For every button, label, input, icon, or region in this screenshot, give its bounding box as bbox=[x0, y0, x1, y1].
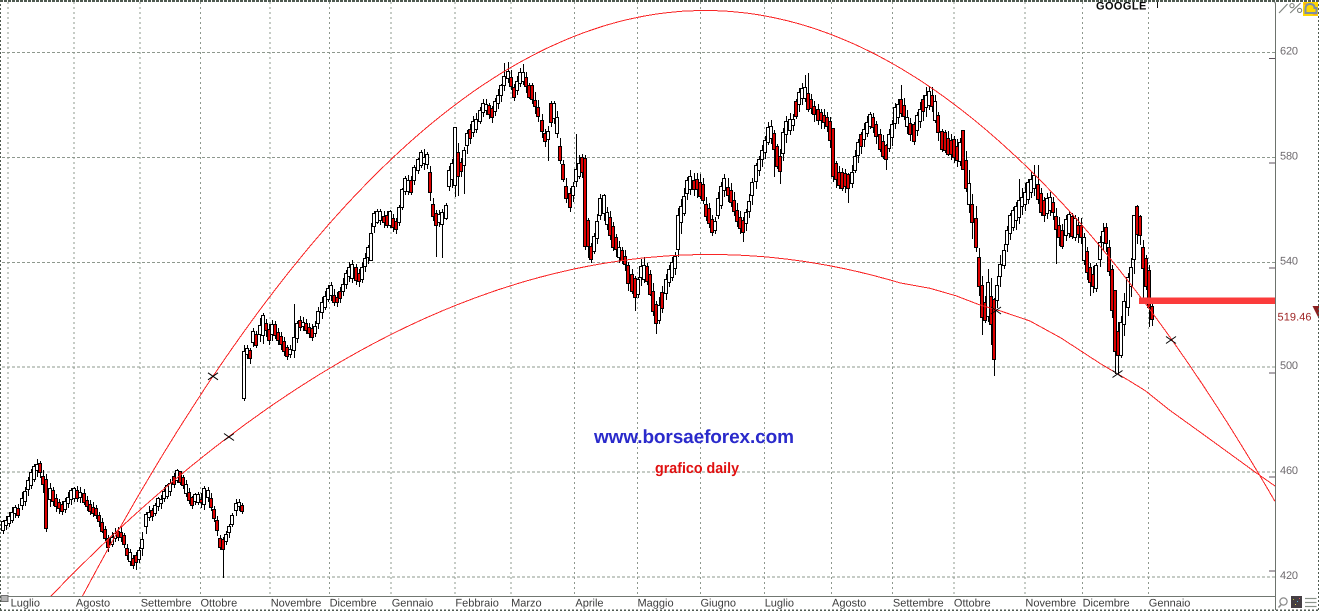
svg-text:Agosto: Agosto bbox=[76, 598, 110, 610]
svg-text:Dicembre: Dicembre bbox=[330, 598, 377, 610]
svg-text:519.46: 519.46 bbox=[1278, 311, 1312, 323]
svg-text:www.borsaeforex.com: www.borsaeforex.com bbox=[593, 427, 794, 448]
svg-text:grafico daily: grafico daily bbox=[655, 460, 740, 477]
svg-text:Maggio: Maggio bbox=[638, 598, 674, 610]
svg-text:500: 500 bbox=[1280, 360, 1298, 372]
svg-text:420: 420 bbox=[1280, 570, 1298, 582]
svg-text:540: 540 bbox=[1280, 255, 1298, 267]
svg-text:Marzo: Marzo bbox=[511, 598, 542, 610]
svg-text:Novembre: Novembre bbox=[1025, 598, 1076, 610]
svg-text:Gennaio: Gennaio bbox=[392, 598, 434, 610]
svg-text:Novembre: Novembre bbox=[271, 598, 322, 610]
svg-text:Aprile: Aprile bbox=[575, 598, 603, 610]
svg-text:Settembre: Settembre bbox=[893, 598, 944, 610]
svg-text:Luglio: Luglio bbox=[11, 598, 40, 610]
svg-text:GOOGLE: GOOGLE bbox=[1096, 1, 1147, 13]
svg-text:Luglio: Luglio bbox=[765, 598, 794, 610]
svg-text:Giugno: Giugno bbox=[701, 598, 736, 610]
svg-text:620: 620 bbox=[1280, 46, 1298, 58]
svg-text:Settembre: Settembre bbox=[141, 598, 192, 610]
svg-text:580: 580 bbox=[1280, 150, 1298, 162]
svg-text:Febbraio: Febbraio bbox=[455, 598, 498, 610]
svg-text:Dicembre: Dicembre bbox=[1083, 598, 1130, 610]
svg-text:Agosto: Agosto bbox=[832, 598, 866, 610]
svg-text:Ottobre: Ottobre bbox=[201, 598, 238, 610]
svg-text:Ottobre: Ottobre bbox=[954, 598, 991, 610]
svg-text:460: 460 bbox=[1280, 465, 1298, 477]
svg-text:Gennaio: Gennaio bbox=[1149, 598, 1191, 610]
